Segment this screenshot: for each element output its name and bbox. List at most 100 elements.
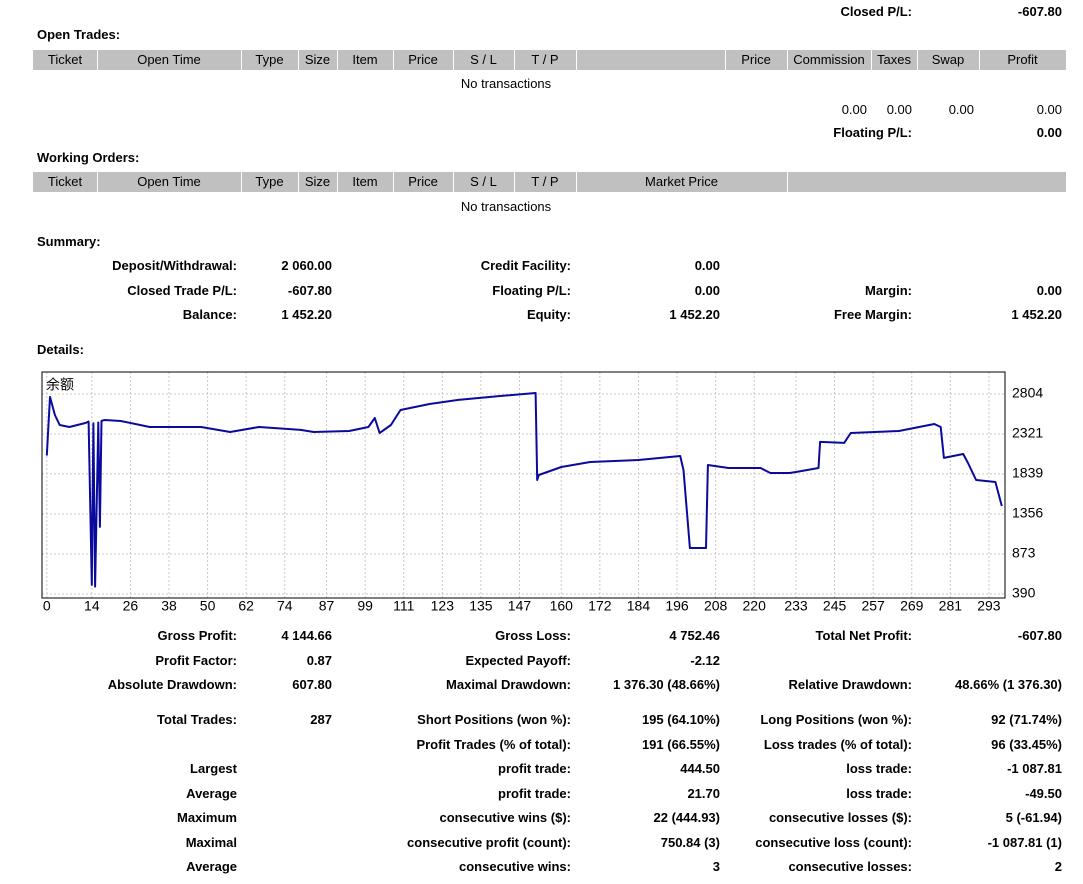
label: Expected Payoff: [465, 653, 571, 668]
label: consecutive wins ($): [439, 810, 571, 825]
value: 92 (71.74%) [991, 712, 1062, 727]
x-tick-label: 62 [238, 598, 254, 614]
x-tick-label: 269 [900, 598, 924, 614]
column-header: Open Time [137, 174, 201, 189]
label: Gross Loss: [495, 628, 571, 643]
total: 0.00 [948, 102, 974, 117]
x-tick-label: 87 [319, 598, 335, 614]
column-separator [337, 172, 338, 192]
label: Free Margin: [833, 307, 912, 322]
label: Absolute Drawdown: [107, 677, 237, 692]
value: 1 376.30 (48.66%) [613, 677, 720, 692]
value: 607.80 [292, 677, 332, 692]
column-header: Market Price [645, 174, 718, 189]
label: consecutive losses: [788, 859, 912, 874]
value: 3 [712, 859, 720, 874]
column-header: Swap [931, 52, 965, 67]
x-tick-label: 14 [84, 598, 100, 614]
value: 0.87 [306, 653, 332, 668]
x-tick-label: 293 [977, 598, 1001, 614]
column-header: S / L [470, 174, 497, 189]
value: -2.12 [690, 653, 720, 668]
value: 4 752.46 [669, 628, 720, 643]
column-header: Type [255, 52, 284, 67]
y-tick-label: 1839 [1012, 465, 1043, 481]
value: -607.80 [1017, 4, 1062, 19]
label: Margin: [865, 283, 912, 298]
column-header: Open Time [137, 52, 201, 67]
column-separator [787, 172, 788, 192]
label: Average [186, 859, 237, 874]
x-tick-label: 184 [627, 598, 651, 614]
y-tick-label: 2804 [1012, 385, 1043, 401]
label: Profit Trades (% of total): [416, 737, 571, 752]
column-header: Taxes [877, 52, 911, 67]
column-header: Profit [1007, 52, 1038, 67]
label: Average [186, 786, 237, 801]
label: Deposit/Withdrawal: [112, 258, 237, 273]
value: 21.70 [687, 786, 720, 801]
value: -49.50 [1025, 786, 1062, 801]
label: profit trade: [498, 786, 571, 801]
column-header: Item [352, 174, 378, 189]
column-header: T / P [531, 52, 559, 67]
column-separator [393, 172, 394, 192]
y-tick-label: 390 [1012, 585, 1036, 601]
label: loss trade: [846, 761, 912, 776]
section-title: Open Trades: [37, 27, 121, 42]
x-tick-label: 233 [784, 598, 808, 614]
x-tick-label: 74 [277, 598, 293, 614]
x-tick-label: 172 [588, 598, 612, 614]
column-separator [514, 172, 515, 192]
label: Credit Facility: [480, 258, 571, 273]
column-separator [298, 172, 299, 192]
column-separator [97, 172, 98, 192]
value: -607.80 [287, 283, 332, 298]
total: 0.00 [1036, 102, 1062, 117]
column-header: Type [255, 174, 284, 189]
x-tick-label: 38 [161, 598, 177, 614]
column-separator [453, 172, 454, 192]
column-separator [514, 50, 515, 70]
column-header: Size [304, 52, 331, 67]
label: Total Net Profit: [815, 628, 912, 643]
value: -1 087.81 (1) [987, 835, 1062, 850]
column-separator [393, 50, 394, 70]
open-trades-header [33, 50, 1066, 70]
x-tick-label: 257 [861, 598, 885, 614]
x-tick-label: 196 [665, 598, 689, 614]
plot-border [41, 371, 1006, 599]
label: Relative Drawdown: [788, 677, 912, 692]
value: 444.50 [680, 761, 720, 776]
label: Floating P/L: [833, 125, 912, 140]
empty-message: No transactions [460, 76, 552, 91]
value: 22 (444.93) [653, 810, 721, 825]
column-separator [241, 50, 242, 70]
column-separator [453, 50, 454, 70]
column-separator [97, 50, 98, 70]
x-tick-label: 50 [200, 598, 216, 614]
label: consecutive wins: [459, 859, 571, 874]
column-header: Ticket [47, 174, 83, 189]
label: Maximal Drawdown: [446, 677, 571, 692]
x-tick-label: 160 [550, 598, 574, 614]
section-title: Summary: [37, 234, 101, 249]
empty-message: No transactions [460, 199, 552, 214]
label: Floating P/L: [492, 283, 571, 298]
column-separator [576, 172, 577, 192]
value: 1 452.20 [669, 307, 720, 322]
y-tick-label: 1356 [1012, 505, 1043, 521]
column-separator [576, 50, 577, 70]
label: Profit Factor: [155, 653, 237, 668]
label: Closed P/L: [840, 4, 912, 19]
label: profit trade: [498, 761, 571, 776]
value: 2 [1054, 859, 1062, 874]
column-header: Ticket [47, 52, 83, 67]
column-header: Size [304, 174, 331, 189]
column-header: Commission [793, 52, 865, 67]
column-header: T / P [531, 174, 559, 189]
x-tick-label: 220 [743, 598, 767, 614]
value: 287 [310, 712, 332, 727]
x-tick-label: 0 [43, 598, 51, 614]
